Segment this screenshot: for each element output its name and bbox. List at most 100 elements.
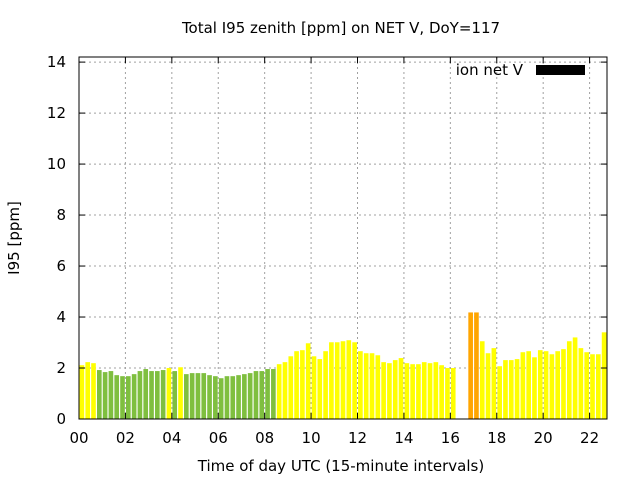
x-tick-label: 18 (487, 429, 506, 447)
bar (114, 375, 120, 419)
bars (79, 312, 607, 419)
bar (108, 371, 114, 419)
bar (427, 363, 433, 419)
bar (166, 368, 172, 419)
bar (601, 332, 607, 419)
bar (184, 374, 189, 419)
bar (543, 351, 549, 419)
y-tick-label: 4 (56, 308, 66, 326)
bar (160, 370, 166, 419)
bar (479, 341, 485, 419)
bar (369, 353, 375, 419)
bar (474, 312, 479, 419)
bar (421, 362, 427, 419)
bar (433, 362, 439, 419)
bar (468, 312, 473, 419)
bar (439, 365, 444, 419)
bar (213, 376, 218, 419)
bar (131, 374, 137, 419)
bar (340, 341, 346, 419)
bar (491, 348, 497, 419)
bar (520, 352, 526, 419)
bar (172, 371, 178, 419)
bar (317, 359, 323, 419)
y-tick-label: 6 (56, 257, 66, 275)
bar (96, 370, 102, 419)
y-tick-label: 10 (47, 155, 66, 173)
bar (323, 351, 328, 419)
bar (271, 369, 276, 419)
x-tick-label: 02 (116, 429, 135, 447)
bar (561, 349, 566, 419)
x-tick-label: 08 (255, 429, 274, 447)
bar (253, 371, 259, 419)
bar (242, 374, 247, 419)
bar (224, 376, 230, 419)
y-ticks: 0 2 4 6 8 10 12 14 (47, 53, 607, 428)
x-tick-label: 22 (580, 429, 599, 447)
plot-frame (78, 56, 608, 420)
bar (404, 363, 410, 419)
bar (236, 375, 241, 419)
bar (450, 368, 456, 419)
bar (508, 360, 514, 419)
bar (91, 363, 96, 419)
bar (230, 376, 236, 419)
bar (572, 337, 578, 419)
bar (282, 362, 288, 419)
bar (358, 351, 363, 419)
bar (381, 362, 386, 419)
bar (207, 375, 212, 419)
y-tick-label: 2 (56, 359, 66, 377)
bar (247, 373, 253, 419)
bar (276, 364, 282, 419)
y-tick-label: 12 (47, 104, 66, 122)
y-axis-label: I95 [ppm] (5, 201, 23, 275)
bar (155, 371, 160, 419)
bar (329, 342, 334, 419)
x-tick-label: 20 (534, 429, 553, 447)
bar (149, 371, 154, 419)
chart-title: Total I95 zenith [ppm] on NET V, DoY=117 (181, 19, 500, 37)
bar (497, 366, 502, 419)
x-tick-label: 14 (394, 429, 413, 447)
x-tick-label: 16 (441, 429, 460, 447)
y-tick-label: 14 (47, 53, 66, 71)
legend: ion net V (456, 61, 585, 79)
bar (503, 360, 508, 419)
legend-swatch (536, 65, 585, 75)
bar (85, 362, 91, 419)
bar (537, 350, 543, 419)
bar (334, 342, 340, 419)
x-axis-label: Time of day UTC (15-minute intervals) (197, 457, 484, 475)
bar (590, 354, 595, 419)
bar (218, 378, 224, 419)
bar (143, 369, 149, 419)
legend-label: ion net V (456, 61, 524, 79)
bar (137, 371, 143, 419)
bar (195, 373, 201, 419)
bar (555, 351, 561, 419)
x-ticks: 00 02 04 06 08 10 12 14 16 18 20 22 (69, 57, 599, 447)
bar (526, 351, 531, 419)
bar (485, 353, 491, 419)
bar (259, 371, 265, 419)
bar (189, 373, 195, 419)
x-tick-label: 06 (209, 429, 228, 447)
bar (445, 368, 450, 419)
bar (532, 357, 537, 419)
bar (294, 351, 299, 419)
bar (346, 340, 352, 419)
bar (387, 363, 392, 419)
x-tick-label: 10 (302, 429, 321, 447)
bar (375, 355, 381, 419)
bar (514, 359, 520, 419)
bar (398, 358, 404, 419)
bar (201, 373, 207, 419)
bar (410, 364, 415, 419)
y-tick-label: 0 (56, 410, 66, 428)
bar (566, 341, 572, 419)
bar (178, 367, 183, 419)
